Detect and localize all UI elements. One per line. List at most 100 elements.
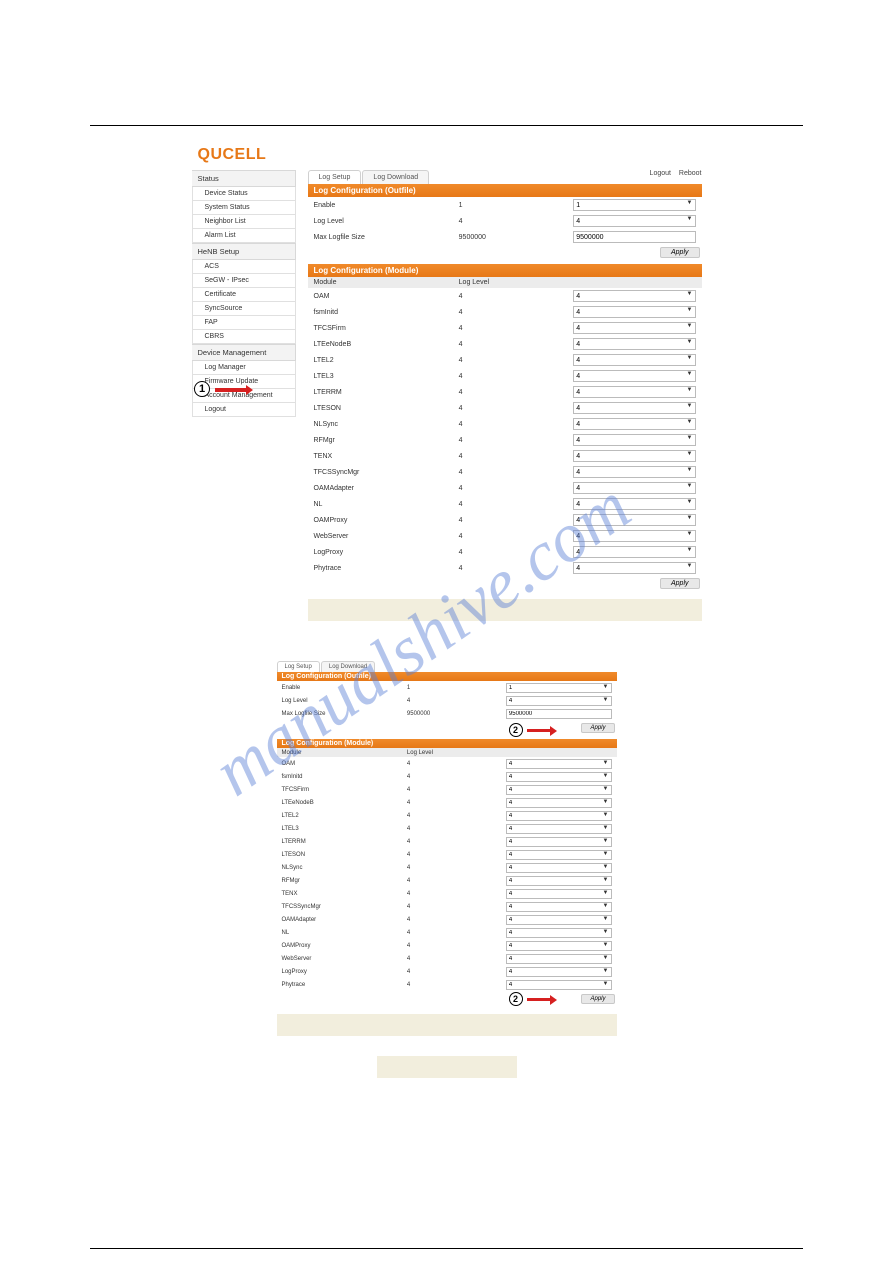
module-select[interactable]: 4 bbox=[573, 386, 695, 398]
module-select[interactable]: 4 bbox=[573, 466, 695, 478]
module-select[interactable]: 4 bbox=[573, 306, 695, 318]
module-name: RFMgr bbox=[282, 878, 407, 884]
module-value: 4 bbox=[459, 469, 574, 476]
outfile-row: Max Logfile Size9500000 bbox=[308, 229, 702, 245]
outfile-value: 4 bbox=[459, 218, 574, 225]
outfile-select[interactable]: 1 bbox=[506, 683, 612, 693]
sidebar-item[interactable]: Certificate bbox=[192, 288, 296, 302]
outfile-select[interactable]: 1 bbox=[573, 199, 695, 211]
module-value: 4 bbox=[459, 501, 574, 508]
module-row: NL44 bbox=[308, 496, 702, 512]
module-select[interactable]: 4 bbox=[506, 980, 612, 990]
module-select[interactable]: 4 bbox=[506, 759, 612, 769]
module-value: 4 bbox=[459, 357, 574, 364]
module-select[interactable]: 4 bbox=[573, 546, 695, 558]
module-select[interactable]: 4 bbox=[573, 530, 695, 542]
module-name: LTEL3 bbox=[314, 373, 459, 380]
module-row: OAMProxy44 bbox=[277, 939, 617, 952]
module-row: OAM44 bbox=[308, 288, 702, 304]
module-select[interactable]: 4 bbox=[573, 482, 695, 494]
module-row: LTEL344 bbox=[277, 822, 617, 835]
module-apply-button[interactable]: Apply bbox=[660, 578, 700, 589]
module-name: WebServer bbox=[314, 533, 459, 540]
tab-log-setup-2[interactable]: Log Setup bbox=[277, 661, 320, 672]
module-select[interactable]: 4 bbox=[506, 876, 612, 886]
module-value: 4 bbox=[407, 774, 506, 780]
module-row: LogProxy44 bbox=[277, 965, 617, 978]
module-name: TFCSFirm bbox=[282, 787, 407, 793]
tab-log-setup[interactable]: Log Setup bbox=[308, 170, 362, 184]
module-select[interactable]: 4 bbox=[506, 915, 612, 925]
reboot-link[interactable]: Reboot bbox=[679, 170, 702, 177]
sidebar-item[interactable]: SyncSource bbox=[192, 302, 296, 316]
module-name: LTEeNodeB bbox=[314, 341, 459, 348]
module-row: LTEL244 bbox=[308, 352, 702, 368]
module-select[interactable]: 4 bbox=[573, 498, 695, 510]
module-select[interactable]: 4 bbox=[506, 824, 612, 834]
module-select[interactable]: 4 bbox=[573, 450, 695, 462]
module-row: WebServer44 bbox=[277, 952, 617, 965]
module-name: WebServer bbox=[282, 956, 407, 962]
module-select[interactable]: 4 bbox=[573, 370, 695, 382]
outfile-label: Enable bbox=[314, 202, 459, 209]
module-row: OAMAdapter44 bbox=[308, 480, 702, 496]
outfile-apply-button-2[interactable]: Apply bbox=[581, 723, 614, 733]
outfile-select[interactable]: 4 bbox=[573, 215, 695, 227]
module-apply-button-2[interactable]: Apply bbox=[581, 994, 614, 1004]
module-name: LogProxy bbox=[282, 969, 407, 975]
outfile-input[interactable] bbox=[573, 231, 695, 243]
module-value: 4 bbox=[459, 389, 574, 396]
sidebar-item[interactable]: FAP bbox=[192, 316, 296, 330]
module-select[interactable]: 4 bbox=[573, 418, 695, 430]
module-select[interactable]: 4 bbox=[506, 941, 612, 951]
module-select[interactable]: 4 bbox=[506, 772, 612, 782]
tab-log-download-2[interactable]: Log Download bbox=[321, 661, 375, 672]
module-select[interactable]: 4 bbox=[506, 850, 612, 860]
module-select[interactable]: 4 bbox=[506, 954, 612, 964]
sidebar-item[interactable]: CBRS bbox=[192, 330, 296, 344]
module-select[interactable]: 4 bbox=[506, 811, 612, 821]
module-select[interactable]: 4 bbox=[506, 902, 612, 912]
module-row: LTEeNodeB44 bbox=[308, 336, 702, 352]
outfile-select[interactable]: 4 bbox=[506, 696, 612, 706]
sidebar-item[interactable]: SeGW - IPsec bbox=[192, 274, 296, 288]
module-select[interactable]: 4 bbox=[573, 434, 695, 446]
module-select[interactable]: 4 bbox=[506, 967, 612, 977]
module-select[interactable]: 4 bbox=[506, 837, 612, 847]
module-select[interactable]: 4 bbox=[506, 889, 612, 899]
module-select[interactable]: 4 bbox=[506, 863, 612, 873]
sidebar-item[interactable]: Device Status bbox=[192, 187, 296, 201]
module-header-level-2: Log Level bbox=[407, 750, 506, 756]
module-select[interactable]: 4 bbox=[506, 928, 612, 938]
module-value: 4 bbox=[407, 956, 506, 962]
sidebar-item[interactable]: System Status bbox=[192, 201, 296, 215]
module-select[interactable]: 4 bbox=[573, 402, 695, 414]
outfile-input[interactable] bbox=[506, 709, 612, 719]
module-value: 4 bbox=[459, 341, 574, 348]
module-row: TFCSSyncMgr44 bbox=[277, 900, 617, 913]
outfile-apply-button[interactable]: Apply bbox=[660, 247, 700, 258]
module-panel: Log Configuration (Module) Module Log Le… bbox=[308, 264, 702, 595]
module-select[interactable]: 4 bbox=[573, 290, 695, 302]
module-select[interactable]: 4 bbox=[573, 562, 695, 574]
module-header-module-2: Module bbox=[282, 750, 407, 756]
sidebar-item[interactable]: Neighbor List bbox=[192, 215, 296, 229]
module-select[interactable]: 4 bbox=[573, 514, 695, 526]
sidebar-item[interactable]: Log Manager bbox=[192, 361, 296, 375]
module-value: 4 bbox=[459, 453, 574, 460]
outfile-label: Enable bbox=[282, 685, 407, 691]
module-name: LTERRM bbox=[282, 839, 407, 845]
module-select[interactable]: 4 bbox=[506, 798, 612, 808]
module-name: RFMgr bbox=[314, 437, 459, 444]
module-select[interactable]: 4 bbox=[573, 354, 695, 366]
module-select[interactable]: 4 bbox=[573, 322, 695, 334]
module-select[interactable]: 4 bbox=[506, 785, 612, 795]
module-select[interactable]: 4 bbox=[573, 338, 695, 350]
sidebar-item[interactable]: ACS bbox=[192, 260, 296, 274]
sidebar-item[interactable]: Logout bbox=[192, 403, 296, 417]
module-header-row-2: Module Log Level bbox=[277, 748, 617, 757]
logout-link[interactable]: Logout bbox=[650, 170, 671, 177]
tab-log-download[interactable]: Log Download bbox=[362, 170, 429, 184]
outfile-value: 9500000 bbox=[459, 234, 574, 241]
sidebar-item[interactable]: Alarm List bbox=[192, 229, 296, 243]
